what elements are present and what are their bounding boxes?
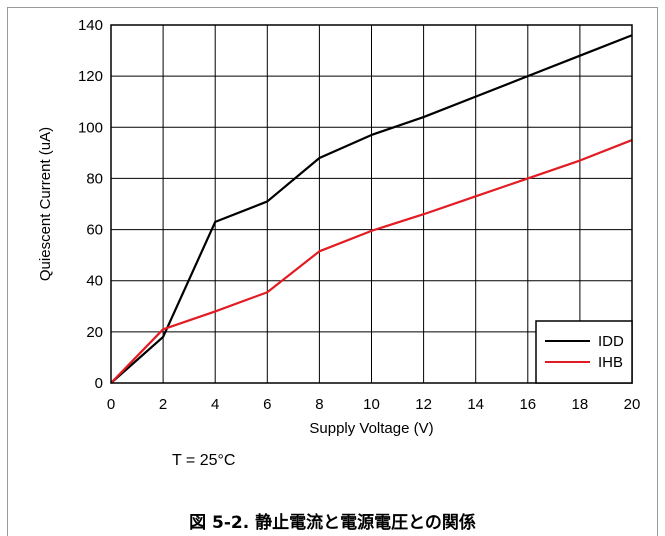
legend-label-ihb: IHB	[598, 354, 623, 371]
x-axis-title: Supply Voltage (V)	[309, 420, 433, 437]
legend: IDD IHB	[535, 320, 633, 384]
x-tick-label: 0	[107, 396, 115, 413]
x-tick-label: 20	[624, 396, 641, 413]
x-tick-label: 18	[572, 396, 589, 413]
y-tick-label: 0	[95, 375, 103, 392]
x-tick-label: 2	[159, 396, 167, 413]
quiescent-current-chart: 0 2 4 6 8 10 12 14 16 18 20 0 20 40 60 80 100 120 140 Sup…	[37, 17, 641, 437]
x-tick-label: 4	[211, 396, 219, 413]
figure-frame	[7, 7, 658, 536]
figure-caption: 図 5-2. 静止電流と電源電圧との関係	[189, 513, 476, 533]
y-tick-label: 40	[86, 273, 103, 290]
x-tick-label: 12	[415, 396, 432, 413]
y-axis-title: Quiescent Current (uA)	[37, 127, 54, 281]
y-tick-labels: 0 20 40 60 80 100 120 140	[78, 17, 103, 392]
plot-area-border	[110, 24, 633, 384]
x-tick-label: 14	[467, 396, 484, 413]
series-line-idd	[110, 34, 633, 384]
series-line-ihb	[110, 139, 633, 384]
y-tick-label: 80	[86, 170, 103, 187]
y-tick-label: 20	[86, 324, 103, 341]
x-tick-label: 10	[363, 396, 380, 413]
y-tick-label: 60	[86, 222, 103, 239]
legend-box	[535, 320, 633, 384]
y-tick-label: 140	[78, 17, 103, 34]
x-tick-label: 6	[263, 396, 271, 413]
legend-label-idd: IDD	[598, 333, 624, 350]
x-tick-label: 16	[519, 396, 536, 413]
x-tick-labels: 0 2 4 6 8 10 12 14 16 18 20	[107, 396, 641, 413]
y-tick-label: 120	[78, 68, 103, 85]
temperature-condition: T = 25°C	[172, 452, 236, 469]
series-lines	[110, 34, 633, 384]
y-tick-label: 100	[78, 119, 103, 136]
x-tick-label: 8	[315, 396, 323, 413]
